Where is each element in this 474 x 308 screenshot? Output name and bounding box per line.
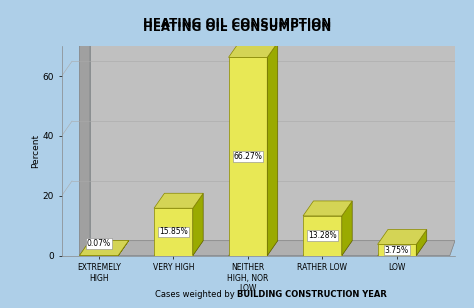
Text: 15.85%: 15.85% [159, 227, 188, 237]
Polygon shape [228, 241, 278, 256]
Polygon shape [154, 208, 193, 256]
Polygon shape [303, 241, 352, 256]
Polygon shape [303, 201, 352, 216]
Polygon shape [378, 229, 427, 245]
Polygon shape [267, 43, 278, 256]
Polygon shape [193, 193, 203, 256]
Text: 13.28%: 13.28% [308, 231, 337, 240]
Polygon shape [416, 229, 427, 256]
Polygon shape [154, 193, 203, 208]
Text: BUILDING CONSTRUCTION YEAR: BUILDING CONSTRUCTION YEAR [237, 290, 387, 299]
Polygon shape [118, 241, 128, 256]
Polygon shape [303, 216, 342, 256]
Polygon shape [80, 241, 455, 256]
Polygon shape [378, 245, 416, 256]
Text: HEATING OIL CONSUMPTION: HEATING OIL CONSUMPTION [143, 21, 331, 34]
Y-axis label: Percent: Percent [31, 134, 40, 168]
Polygon shape [378, 241, 427, 256]
Text: 0.07%: 0.07% [87, 239, 111, 248]
Polygon shape [228, 57, 267, 256]
Text: Cases weighted by: Cases weighted by [155, 290, 237, 299]
Polygon shape [342, 201, 352, 256]
Polygon shape [80, 241, 128, 255]
Text: HEATING OIL CONSUMPTION: HEATING OIL CONSUMPTION [143, 17, 331, 30]
Polygon shape [228, 43, 278, 57]
Polygon shape [154, 241, 203, 256]
Polygon shape [80, 241, 128, 256]
Text: 66.27%: 66.27% [234, 152, 262, 161]
Text: 3.75%: 3.75% [385, 245, 409, 254]
Polygon shape [90, 31, 455, 241]
Polygon shape [80, 31, 90, 256]
